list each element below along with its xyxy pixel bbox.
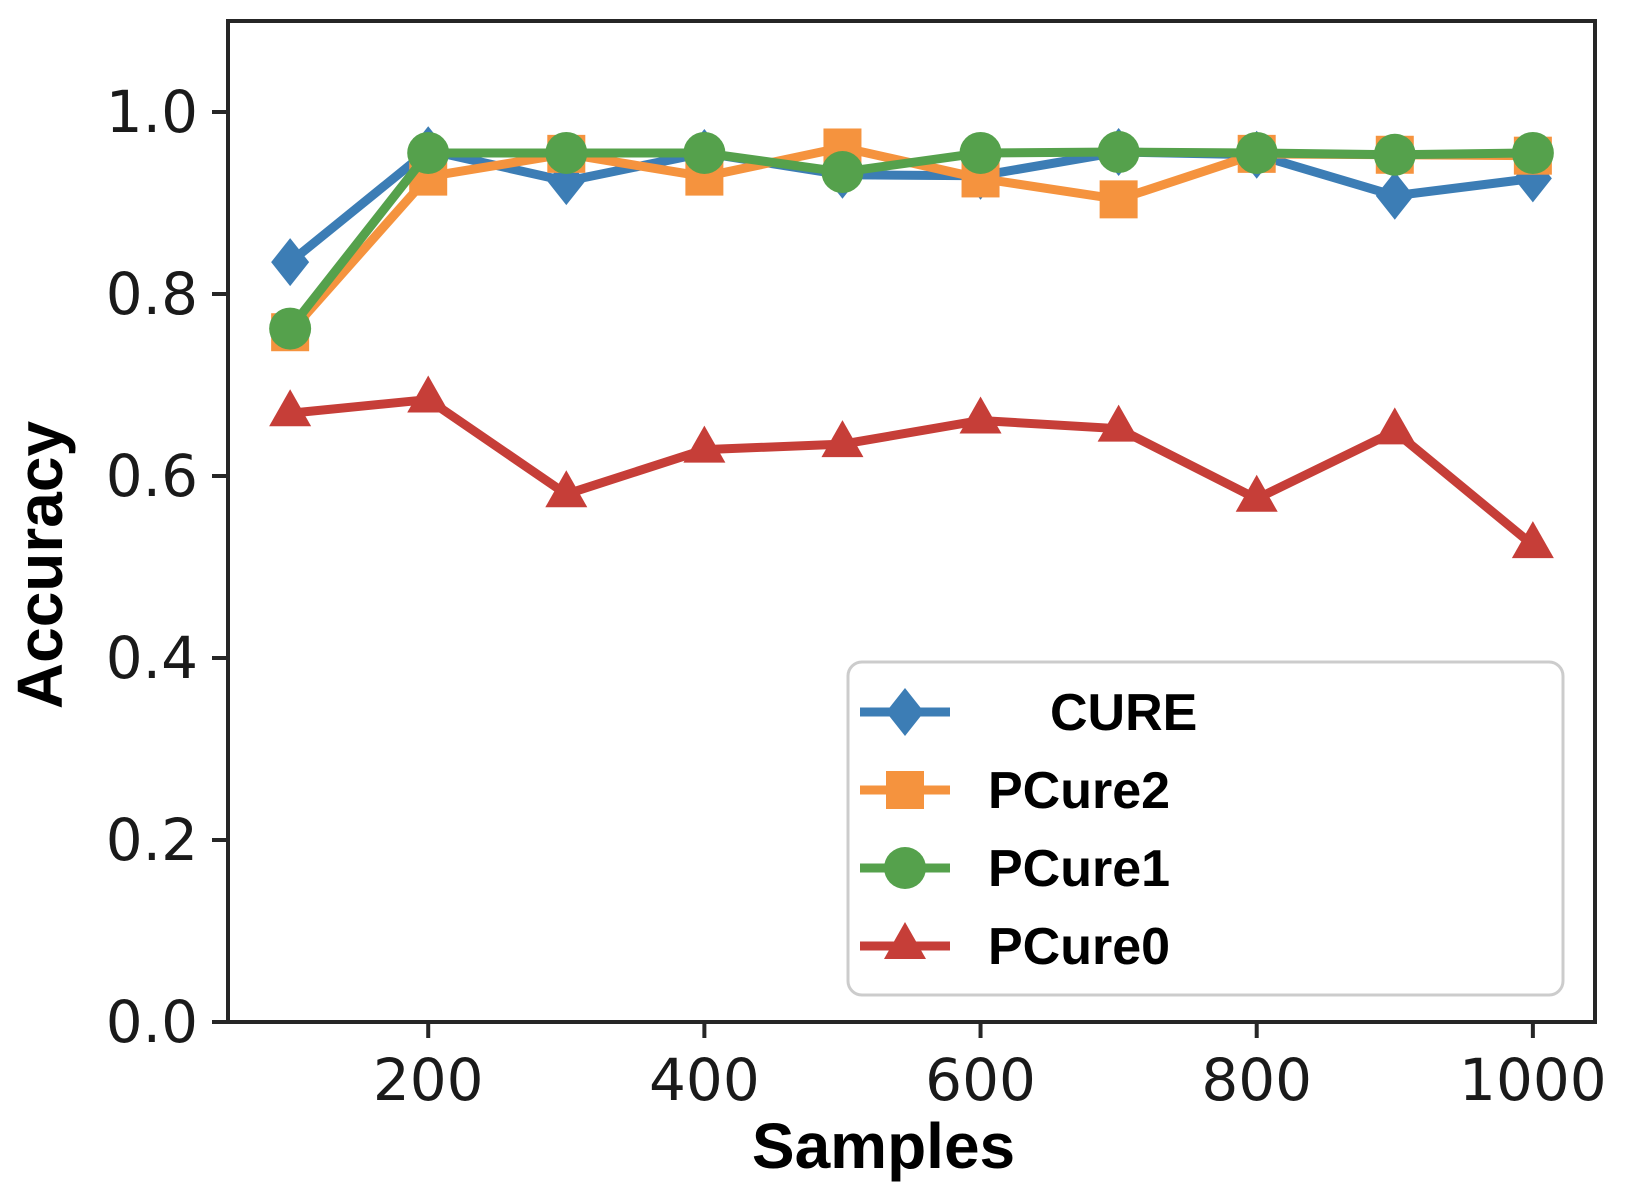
y-tick-label-0.0: 0.0 (106, 988, 198, 1056)
series-marker-pcure0-900 (1373, 407, 1416, 445)
legend-marker-pcure1 (884, 847, 926, 889)
series-marker-pcure0-700 (1097, 404, 1140, 442)
x-axis-label: Samples (752, 1110, 1015, 1182)
y-axis-label: Accuracy (4, 421, 76, 710)
series-marker-pcure1-900 (1373, 133, 1416, 176)
series-marker-pcure1-600 (959, 131, 1002, 174)
y-tick-label-1.0: 1.0 (106, 78, 198, 146)
series-marker-pcure1-800 (1235, 131, 1278, 174)
x-tick-label-400: 400 (649, 1046, 760, 1114)
x-tick-label-1000: 1000 (1459, 1046, 1607, 1114)
legend-marker-cure (886, 688, 924, 736)
series-marker-cure-900 (1375, 171, 1414, 220)
series-marker-pcure1-100 (269, 307, 312, 350)
series-marker-pcure0-500 (821, 420, 864, 458)
legend-marker-pcure2 (886, 771, 924, 809)
legend-marker-pcure0 (884, 922, 926, 959)
series-marker-pcure2-700 (1099, 180, 1138, 219)
legend-label-cure: CURE (1050, 684, 1197, 742)
series-marker-pcure0-100 (269, 389, 312, 427)
series-marker-pcure0-300 (545, 470, 588, 508)
x-tick-label-600: 600 (925, 1046, 1036, 1114)
series-marker-cure-100 (271, 238, 310, 287)
series-marker-pcure1-500 (821, 151, 864, 194)
series-marker-pcure1-1000 (1511, 131, 1554, 174)
series-marker-pcure0-800 (1235, 474, 1278, 512)
plot-area-border (226, 19, 1597, 1024)
series-marker-pcure1-300 (545, 131, 588, 174)
y-tick-label-0.2: 0.2 (106, 806, 198, 874)
legend-label-pcure1: PCure1 (988, 840, 1170, 898)
series-marker-pcure0-1000 (1511, 521, 1554, 559)
series-marker-pcure0-200 (407, 375, 450, 413)
legend-label-pcure2: PCure2 (988, 762, 1170, 820)
y-tick-label-0.6: 0.6 (106, 442, 198, 510)
series-marker-pcure0-600 (959, 396, 1002, 434)
x-tick-label-200: 200 (373, 1046, 484, 1114)
y-tick-label-0.8: 0.8 (106, 260, 198, 328)
series-marker-pcure1-200 (407, 131, 450, 174)
y-tick-label-0.4: 0.4 (106, 624, 198, 692)
legend-box (846, 660, 1565, 997)
series-line-pcure0 (285, 395, 1538, 550)
series-marker-pcure1-700 (1097, 131, 1140, 174)
legend-label-pcure0: PCure0 (988, 918, 1170, 976)
x-tick-label-800: 800 (1201, 1046, 1312, 1114)
series-line-pcure1 (285, 147, 1538, 334)
series-marker-pcure1-400 (683, 131, 726, 174)
series-marker-pcure0-400 (683, 425, 726, 463)
